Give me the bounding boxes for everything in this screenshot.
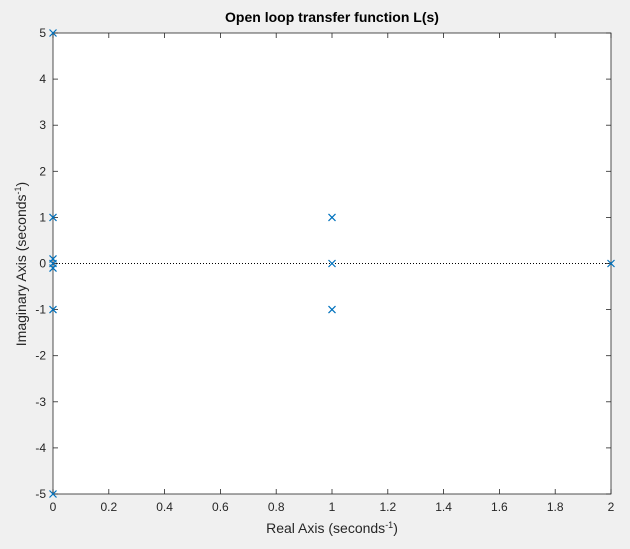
y-tick-label: 1 <box>39 210 46 224</box>
x-tick-label: 1.4 <box>435 500 452 514</box>
pole-marker <box>49 29 57 37</box>
y-tick-label: -1 <box>35 303 46 317</box>
x-tick-label: 1.8 <box>547 500 564 514</box>
pole-marker <box>328 213 336 222</box>
x-tick-label: 0.2 <box>100 500 117 514</box>
pole-marker <box>49 264 57 273</box>
y-tick-label: -3 <box>35 395 46 409</box>
y-axis-label: Imaginary Axis (seconds-1) <box>13 182 29 346</box>
pole-marker <box>607 259 615 268</box>
chart-title: Open loop transfer function L(s) <box>225 9 439 25</box>
pole-marker <box>49 213 57 222</box>
x-tick-label: 2 <box>608 500 615 514</box>
y-tick-label: 2 <box>39 164 46 178</box>
x-tick-label: 0.4 <box>156 500 173 514</box>
y-tick-label: -2 <box>35 349 46 363</box>
x-axis-label: Real Axis (seconds-1) <box>266 520 398 536</box>
x-tick-label: 0.8 <box>268 500 285 514</box>
pole-marker <box>49 490 57 498</box>
pole-marker <box>328 259 336 268</box>
x-tick-label: 0.6 <box>212 500 229 514</box>
y-tick-label: -5 <box>35 487 46 501</box>
pole-marker <box>328 305 336 314</box>
x-tick-label: 1.2 <box>379 500 396 514</box>
y-tick-label: 5 <box>39 26 46 40</box>
x-tick-label: 0 <box>50 500 57 514</box>
y-tick-label: -4 <box>35 441 46 455</box>
y-tick-label: 4 <box>39 72 46 86</box>
pole-marker <box>49 305 57 314</box>
y-tick-label: 3 <box>39 118 46 132</box>
x-tick-label: 1 <box>329 500 336 514</box>
x-tick-label: 1.6 <box>491 500 508 514</box>
y-tick-label: 0 <box>39 257 46 271</box>
